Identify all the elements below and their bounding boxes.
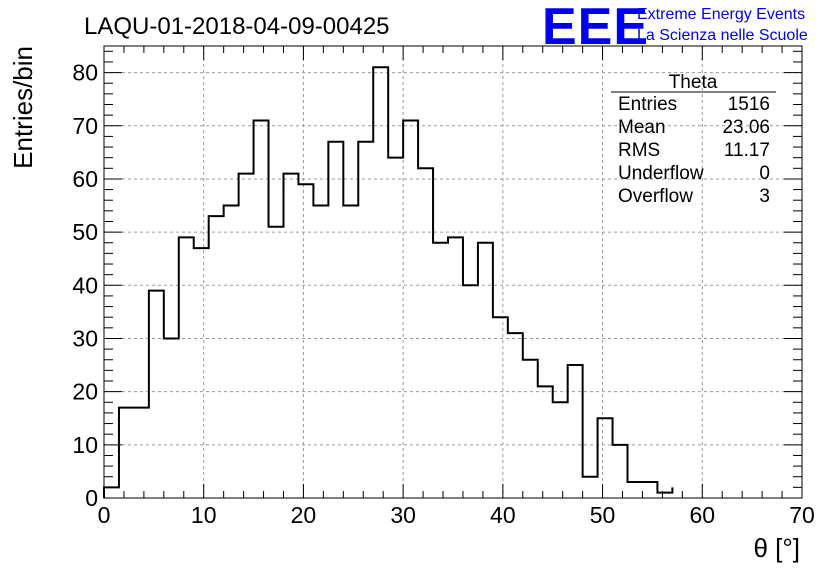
histogram-bin: [568, 365, 583, 498]
histogram-bin: [254, 120, 269, 498]
logo-letters: EEE: [542, 0, 649, 56]
stats-label-overflow: Overflow: [618, 186, 693, 207]
x-tick-label: 50: [590, 502, 616, 528]
histogram-bin: [283, 174, 298, 498]
logo-line-2: La Scienza nelle Scuole: [637, 27, 808, 44]
histogram-bin: [149, 291, 164, 498]
histogram-bin: [418, 168, 433, 498]
histogram-bin: [478, 243, 493, 498]
plot-frame: [103, 45, 803, 499]
histogram-bin: [134, 408, 149, 498]
y-tick-label: 70: [72, 113, 98, 139]
histogram-bin: [328, 142, 343, 498]
histogram-bin: [463, 285, 478, 498]
stats-label-entries: Entries: [618, 94, 677, 115]
stats-value-entries: 1516: [728, 94, 770, 115]
x-tick-label: 60: [689, 502, 715, 528]
stats-label-mean: Mean: [618, 117, 666, 138]
histogram-bin: [628, 482, 643, 498]
x-tick-label: 10: [191, 502, 217, 528]
stats-label-underflow: Underflow: [618, 163, 704, 184]
y-tick-label: 60: [72, 166, 98, 192]
y-tick-label: 10: [72, 432, 98, 458]
histogram-bin: [538, 386, 553, 498]
x-axis-label: θ [°]: [753, 533, 800, 563]
histogram-bin: [119, 408, 134, 498]
stats-value-rms: 11.17: [724, 140, 770, 161]
stats-box: Theta Entries 1516 Mean 23.06 RMS 11.17 …: [611, 72, 776, 207]
histogram-bin: [209, 216, 224, 498]
x-tick-label: 40: [490, 502, 516, 528]
y-tick-label: 50: [72, 219, 98, 245]
y-axis-label: Entries/bin: [8, 46, 38, 169]
axis-ticks: [103, 46, 803, 499]
histogram-bin: [493, 317, 508, 498]
histogram-bin: [657, 493, 672, 498]
chart-title: LAQU-01-2018-04-09-00425: [84, 13, 390, 40]
histogram-bin: [358, 142, 373, 498]
stats-value-mean: 23.06: [722, 117, 770, 138]
x-tick-label: 70: [789, 502, 815, 528]
histogram-bin: [448, 237, 463, 498]
histogram-bin: [613, 445, 628, 498]
histogram-bin: [179, 237, 194, 498]
histogram-bin: [553, 402, 568, 498]
histogram-bin: [508, 333, 523, 498]
histogram-bin: [642, 482, 657, 498]
histogram-bin: [583, 477, 598, 498]
histogram-bin: [239, 174, 254, 498]
histogram-bin: [164, 338, 179, 498]
x-tick-label: 0: [98, 502, 111, 528]
y-tick-label: 30: [72, 325, 98, 351]
eee-logo: EEE Extreme Energy Events La Scienza nel…: [542, 0, 808, 56]
histogram-bin: [343, 206, 358, 498]
grid-lines: [104, 46, 802, 498]
histogram-bin: [373, 67, 388, 498]
x-tick-label: 20: [291, 502, 317, 528]
histogram-bin: [523, 360, 538, 498]
histogram-outline: [103, 66, 674, 498]
stats-title: Theta: [669, 72, 718, 93]
histogram-bin: [104, 487, 119, 498]
histogram-bin: [403, 120, 418, 498]
stats-value-underflow: 0: [759, 163, 770, 184]
y-tick-label: 80: [72, 60, 98, 86]
stats-value-overflow: 3: [759, 186, 770, 207]
histogram-bin: [269, 227, 284, 498]
y-tick-label: 20: [72, 379, 98, 405]
histogram-series: [103, 66, 674, 498]
histogram-bin: [313, 206, 328, 498]
histogram-bin: [388, 158, 403, 498]
logo-line-1: Extreme Energy Events: [637, 6, 805, 23]
histogram-bin: [224, 206, 239, 498]
histogram-bin: [598, 418, 613, 498]
y-tick-label: 0: [85, 485, 98, 511]
histogram-bin: [433, 243, 448, 498]
histogram-bin: [298, 184, 313, 498]
y-tick-label: 40: [72, 272, 98, 298]
histogram-bin: [194, 248, 209, 498]
x-tick-label: 30: [390, 502, 416, 528]
stats-label-rms: RMS: [618, 140, 660, 161]
